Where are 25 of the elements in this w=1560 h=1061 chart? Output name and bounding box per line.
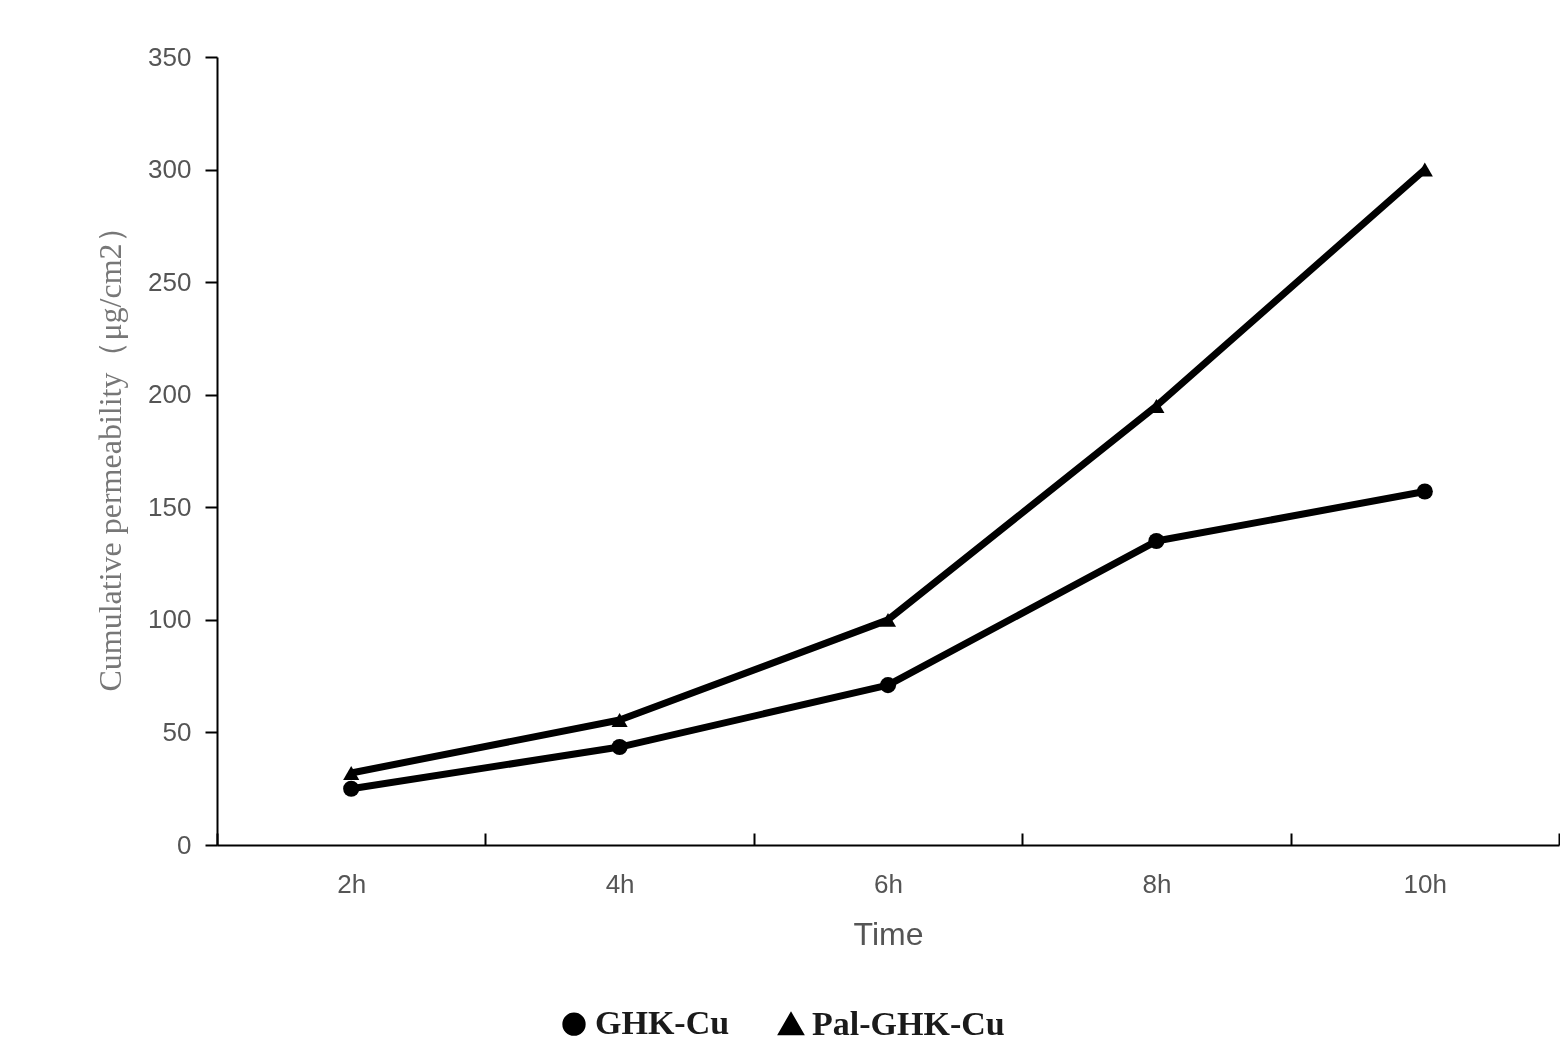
legend-label: GHK-Cu	[595, 1004, 730, 1042]
point	[1416, 483, 1433, 500]
y-tick-label: 0	[177, 829, 192, 860]
y-tick-label: 200	[148, 379, 192, 410]
y-tick-label: 300	[148, 154, 192, 185]
legend-label: Pal-GHK-Cu	[812, 1004, 1005, 1042]
point	[879, 612, 897, 627]
point	[343, 765, 360, 780]
y-tick-label: 150	[148, 491, 192, 522]
point	[879, 677, 897, 694]
y-tick-label: 50	[162, 716, 192, 747]
point	[1148, 533, 1165, 550]
x-tick-label: 2h	[337, 868, 367, 899]
x-tick-label: 6h	[874, 868, 903, 899]
point	[611, 739, 628, 756]
x-tick-label: 10h	[1403, 868, 1447, 899]
point	[343, 780, 360, 797]
y-tick-label: 100	[148, 604, 192, 635]
x-tick-label: 8h	[1142, 868, 1172, 899]
y-tick-label: 350	[148, 41, 192, 72]
y-tick-label: 250	[148, 266, 192, 297]
x-axis-title: Time	[853, 915, 924, 952]
y-axis-title: Cumulative permeability（μg/cm2）	[92, 211, 129, 692]
x-tick-label: 4h	[605, 868, 635, 899]
point	[611, 713, 628, 728]
